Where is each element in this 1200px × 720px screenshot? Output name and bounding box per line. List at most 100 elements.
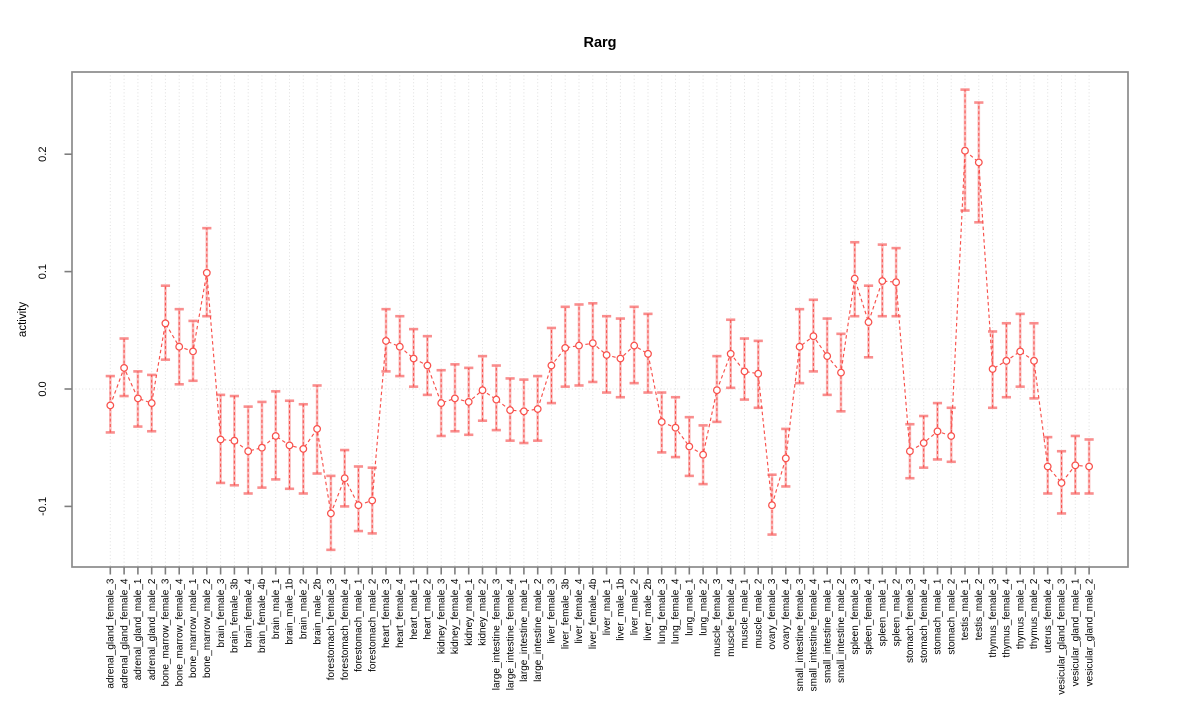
x-tick-label: muscle_male_2 <box>753 578 764 648</box>
data-point <box>257 443 266 452</box>
data-point <box>120 363 129 372</box>
data-point <box>285 441 294 450</box>
x-tick-label: small_intestine_female_3 <box>795 578 806 691</box>
x-tick-label: lung_male_1 <box>685 578 696 636</box>
x-tick-label: brain_female_3 <box>216 578 227 647</box>
x-tick-label: stomach_female_4 <box>919 578 930 663</box>
data-point <box>644 349 652 358</box>
x-tick-label: thymus_female_3 <box>988 578 999 657</box>
x-tick-label: liver_female_4b <box>588 578 599 649</box>
x-tick-label: large_intestine_male_2 <box>533 578 544 682</box>
data-point <box>1002 356 1011 365</box>
x-tick-label: brain_male_2b <box>312 578 323 645</box>
x-tick-label: stomach_female_3 <box>905 578 916 663</box>
data-point <box>161 319 170 328</box>
x-tick-label: liver_female_4 <box>574 578 585 643</box>
x-tick-label: brain_female_4 <box>243 578 254 647</box>
data-point <box>326 509 335 518</box>
data-point <box>216 435 225 444</box>
data-point <box>547 361 556 370</box>
data-point <box>313 424 322 433</box>
x-tick-label: uterus_female_4 <box>1043 578 1054 653</box>
y-axis: -0.1 0.0 0.1 0.2 <box>37 147 72 516</box>
x-tick-label: ovary_female_3 <box>767 578 778 650</box>
data-point <box>133 394 142 403</box>
data-point <box>850 274 859 283</box>
data-point <box>795 342 804 351</box>
data-point <box>271 432 280 440</box>
x-tick-label: adrenal_gland_male_2 <box>147 578 158 680</box>
x-tick-label: adrenal_gland_male_1 <box>133 578 144 680</box>
data-point <box>671 423 680 432</box>
data-point <box>1043 462 1052 471</box>
data-point <box>712 386 721 395</box>
data-point <box>768 501 776 510</box>
y-tick-label: 0.2 <box>37 147 49 162</box>
x-tick-label: kidney_male_2 <box>478 578 489 646</box>
data-point <box>106 401 115 410</box>
x-tick-label: spleen_male_2 <box>891 578 902 646</box>
x-tick-label: spleen_male_1 <box>878 578 889 646</box>
x-tick-label: brain_male_1b <box>285 578 296 645</box>
x-tick-label: brain_male_2 <box>299 578 310 639</box>
data-point <box>450 394 459 403</box>
y-tick-label: -0.1 <box>37 497 49 516</box>
data-point <box>588 339 597 348</box>
y-tick-label: 0.1 <box>37 264 49 279</box>
data-point <box>1030 356 1038 365</box>
x-tick-label: forestomach_male_1 <box>354 578 365 672</box>
data-point <box>340 474 349 483</box>
data-point <box>230 436 239 445</box>
x-tick-label: vesicular_gland_male_1 <box>1071 578 1082 686</box>
data-point <box>754 369 763 378</box>
data-point <box>726 349 735 358</box>
x-tick-label: heart_male_2 <box>423 578 434 640</box>
data-point <box>533 405 542 413</box>
data-point <box>878 277 887 285</box>
x-tick-label: lung_female_4 <box>671 578 682 644</box>
x-tick-label: brain_male_1 <box>271 578 282 639</box>
data-point <box>1016 347 1025 356</box>
data-point <box>175 342 184 351</box>
data-point <box>464 397 473 406</box>
data-point <box>630 341 639 350</box>
x-tick-label: forestomach_female_4 <box>340 578 351 680</box>
x-tick-label: liver_male_2 <box>629 578 640 635</box>
gridlines <box>72 72 1128 567</box>
data-point <box>395 342 404 351</box>
x-tick-label: thymus_female_4 <box>1002 578 1013 657</box>
x-tick-label: brain_female_4b <box>257 578 268 653</box>
x-tick-label: testis_male_1 <box>960 578 971 640</box>
x-tick-label: thymus_male_2 <box>1029 578 1040 649</box>
x-tick-label: small_intestine_male_2 <box>836 578 847 683</box>
x-tick-label: forestomach_male_2 <box>367 578 378 672</box>
x-tick-label: muscle_female_3 <box>712 578 723 657</box>
x-tick-label: bone_marrow_female_4 <box>174 578 185 686</box>
data-point <box>685 442 694 451</box>
data-point <box>699 450 708 459</box>
data-point <box>961 146 969 155</box>
data-point <box>478 386 487 395</box>
data-point <box>354 501 363 510</box>
x-tick-label: liver_female_3 <box>547 578 558 643</box>
data-point <box>368 496 377 505</box>
data-point <box>1071 461 1080 470</box>
data-point <box>382 336 390 345</box>
data-point <box>740 367 749 376</box>
data-point <box>892 278 901 287</box>
data-point <box>299 444 308 453</box>
data-point <box>781 454 790 463</box>
data-point <box>974 158 983 167</box>
data-point <box>988 365 997 373</box>
x-tick-label: adrenal_gland_female_4 <box>119 578 130 689</box>
x-tick-label: muscle_male_1 <box>740 578 751 648</box>
plot-box <box>71 71 1129 568</box>
data-point <box>506 406 515 415</box>
x-tick-label: kidney_male_1 <box>464 578 475 646</box>
data-point <box>409 354 418 363</box>
x-tick-label: liver_male_2b <box>643 578 654 641</box>
x-tick-label: testis_male_2 <box>974 578 985 640</box>
